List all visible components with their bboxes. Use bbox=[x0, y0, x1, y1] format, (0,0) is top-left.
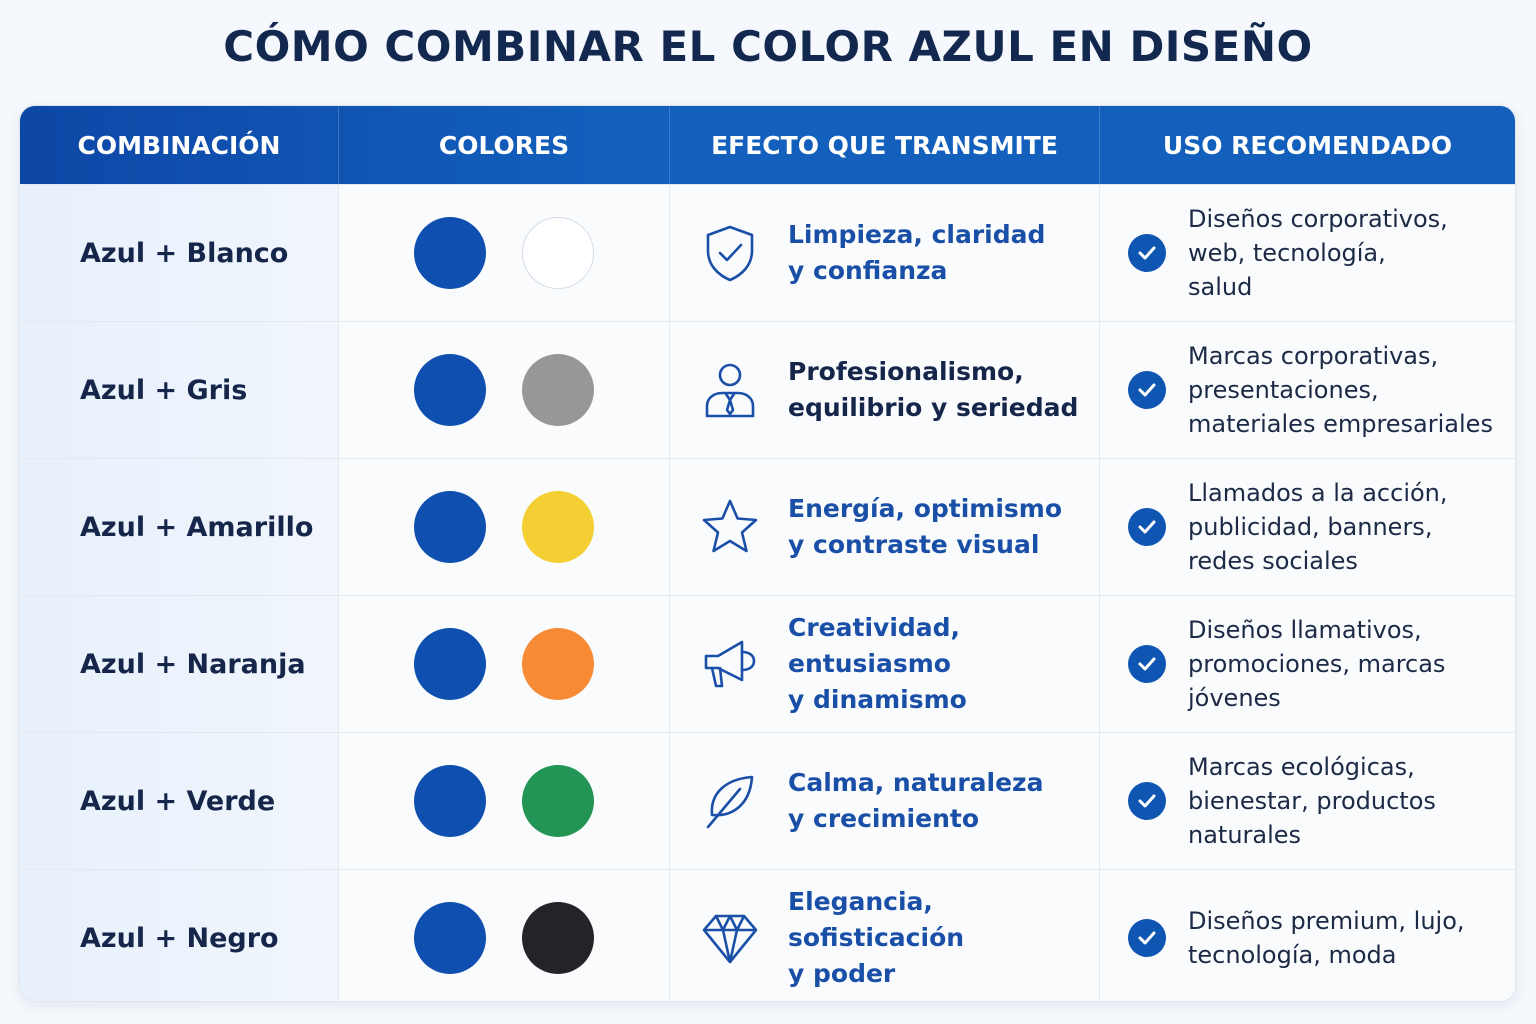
use-cell: Marcas ecológicas, bienestar, productos … bbox=[1100, 733, 1515, 869]
leaf-icon bbox=[700, 771, 760, 831]
table-row: Azul + Amarillo Energía, optimismo y con… bbox=[20, 458, 1515, 595]
color-swatch-secondary bbox=[522, 765, 594, 837]
header-use: USO RECOMENDADO bbox=[1162, 130, 1453, 160]
use-cell: Diseños llamativos, promociones, marcas … bbox=[1100, 596, 1515, 732]
color-swatch-secondary bbox=[522, 628, 594, 700]
table-row: Azul + Gris Profesionalismo, equilibrio … bbox=[20, 321, 1515, 458]
table-row: Azul + Verde Calma, naturaleza y crecimi… bbox=[20, 732, 1515, 869]
check-circle-icon bbox=[1128, 919, 1166, 957]
effect-cell: Calma, naturaleza y crecimiento bbox=[670, 733, 1100, 869]
combination-label: Azul + Blanco bbox=[80, 237, 289, 269]
effect-cell: Energía, optimismo y contraste visual bbox=[670, 459, 1100, 595]
use-text: Marcas corporativas, presentaciones, mat… bbox=[1188, 342, 1493, 438]
effect-cell: Elegancia, sofisticación y poder bbox=[670, 870, 1100, 1001]
combination-label: Azul + Verde bbox=[80, 785, 276, 817]
colors-cell bbox=[339, 322, 670, 458]
diamond-icon bbox=[700, 908, 760, 968]
check-circle-icon bbox=[1128, 371, 1166, 409]
color-swatch-blue bbox=[414, 628, 486, 700]
color-swatch-secondary bbox=[522, 902, 594, 974]
colors-cell bbox=[339, 733, 670, 869]
effect-text: Calma, naturaleza y crecimiento bbox=[788, 768, 1044, 833]
colors-cell bbox=[339, 870, 670, 1001]
use-cell: Marcas corporativas, presentaciones, mat… bbox=[1100, 322, 1515, 458]
combination-label: Azul + Naranja bbox=[80, 648, 306, 680]
combination-cell: Azul + Verde bbox=[20, 733, 339, 869]
use-cell: Diseños corporativos, web, tecnología, s… bbox=[1100, 185, 1515, 321]
effect-text: Energía, optimismo y contraste visual bbox=[788, 494, 1063, 559]
header-colors: COLORES bbox=[339, 106, 670, 184]
colors-cell bbox=[339, 185, 670, 321]
use-text: Marcas ecológicas, bienestar, productos … bbox=[1188, 753, 1436, 849]
effect-text: Profesionalismo, equilibrio y seriedad bbox=[788, 357, 1079, 422]
page-title: CÓMO COMBINAR EL COLOR AZUL EN DISEÑO bbox=[223, 22, 1313, 71]
star-icon bbox=[700, 497, 760, 557]
effect-text: Limpieza, claridad y confianza bbox=[788, 220, 1046, 285]
header-combination: COMBINACIÓN bbox=[20, 106, 339, 184]
use-text: Diseños llamativos, promociones, marcas … bbox=[1188, 616, 1446, 712]
effect-cell: Creatividad, entusiasmo y dinamismo bbox=[670, 596, 1100, 732]
color-swatch-blue bbox=[414, 354, 486, 426]
use-text: Llamados a la acción, publicidad, banner… bbox=[1188, 479, 1448, 575]
use-text: Diseños premium, lujo, tecnología, moda bbox=[1188, 907, 1465, 969]
combination-cell: Azul + Gris bbox=[20, 322, 339, 458]
use-cell: Diseños premium, lujo, tecnología, moda bbox=[1100, 870, 1515, 1001]
use-text: Diseños corporativos, web, tecnología, s… bbox=[1188, 205, 1448, 301]
color-swatch-blue bbox=[414, 765, 486, 837]
color-swatch-secondary bbox=[522, 217, 594, 289]
combination-cell: Azul + Naranja bbox=[20, 596, 339, 732]
effect-cell: Limpieza, claridad y confianza bbox=[670, 185, 1100, 321]
combination-label: Azul + Negro bbox=[80, 922, 279, 954]
combination-cell: Azul + Negro bbox=[20, 870, 339, 1001]
effect-cell: Profesionalismo, equilibrio y seriedad bbox=[670, 322, 1100, 458]
combination-label: Azul + Gris bbox=[80, 374, 248, 406]
table-header: COMBINACIÓN COLORES EFECTO QUE TRANSMITE… bbox=[20, 106, 1515, 184]
combination-cell: Azul + Blanco bbox=[20, 185, 339, 321]
color-swatch-secondary bbox=[522, 491, 594, 563]
color-swatch-blue bbox=[414, 217, 486, 289]
check-circle-icon bbox=[1128, 234, 1166, 272]
colors-cell bbox=[339, 596, 670, 732]
combination-cell: Azul + Amarillo bbox=[20, 459, 339, 595]
check-circle-icon bbox=[1128, 645, 1166, 683]
table-row: Azul + Negro Elegancia, sofisticación y … bbox=[20, 869, 1515, 1001]
colors-cell bbox=[339, 459, 670, 595]
color-swatch-blue bbox=[414, 491, 486, 563]
use-cell: Llamados a la acción, publicidad, banner… bbox=[1100, 459, 1515, 595]
color-swatch-blue bbox=[414, 902, 486, 974]
combination-label: Azul + Amarillo bbox=[80, 511, 314, 543]
effect-text: Creatividad, entusiasmo y dinamismo bbox=[788, 613, 967, 714]
effect-text: Elegancia, sofisticación y poder bbox=[788, 887, 965, 988]
header-effect: EFECTO QUE TRANSMITE bbox=[670, 106, 1100, 184]
check-circle-icon bbox=[1128, 508, 1166, 546]
check-circle-icon bbox=[1128, 782, 1166, 820]
shield-check-icon bbox=[700, 223, 760, 283]
color-combination-table: COMBINACIÓN COLORES EFECTO QUE TRANSMITE… bbox=[19, 105, 1516, 1002]
table-row: Azul + Blanco Limpieza, claridad y confi… bbox=[20, 184, 1515, 321]
color-swatch-secondary bbox=[522, 354, 594, 426]
table-row: Azul + Naranja Creatividad, entusiasmo y… bbox=[20, 595, 1515, 732]
businessman-icon bbox=[700, 360, 760, 420]
megaphone-icon bbox=[700, 634, 760, 694]
